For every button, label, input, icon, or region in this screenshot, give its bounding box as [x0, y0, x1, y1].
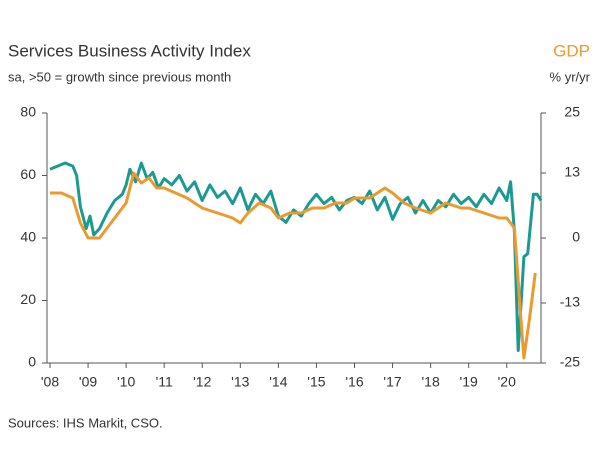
x-tick-label: '14	[269, 374, 287, 390]
y2-tick-label: -25	[560, 354, 580, 370]
y-tick-label: 60	[20, 166, 36, 182]
x-tick-label: '20	[498, 374, 516, 390]
x-tick-label: '09	[79, 374, 97, 390]
y2-tick-label: 25	[564, 104, 580, 120]
y2-series-label: GDP	[553, 41, 590, 60]
chart-title: Services Business Activity Index	[8, 41, 251, 60]
y-tick-label: 20	[20, 291, 36, 307]
x-tick-label: '11	[156, 374, 173, 390]
y2-tick-label: 0	[572, 229, 580, 245]
y2-tick-label: -13	[560, 294, 580, 310]
x-tick-label: '15	[307, 374, 325, 390]
x-tick-label: '08	[41, 374, 59, 390]
y2-tick-label: 13	[564, 164, 580, 180]
series-line	[50, 171, 537, 360]
chart-subtitle: sa, >50 = growth since previous month	[8, 69, 231, 84]
series-line	[49, 161, 543, 352]
y-tick-label: 40	[20, 229, 36, 245]
x-tick-label: '17	[383, 374, 401, 390]
y-tick-label: 0	[28, 354, 36, 370]
x-tick-label: '16	[345, 374, 363, 390]
y-tick-label: 80	[20, 104, 36, 120]
x-tick-label: '13	[231, 374, 249, 390]
y2-axis-label: % yr/yr	[550, 69, 591, 84]
x-tick-label: '18	[421, 374, 439, 390]
x-tick-label: '19	[460, 374, 478, 390]
x-tick-label: '10	[117, 374, 135, 390]
source: Sources: IHS Markit, CSO.	[8, 415, 163, 430]
x-tick-label: '12	[193, 374, 211, 390]
